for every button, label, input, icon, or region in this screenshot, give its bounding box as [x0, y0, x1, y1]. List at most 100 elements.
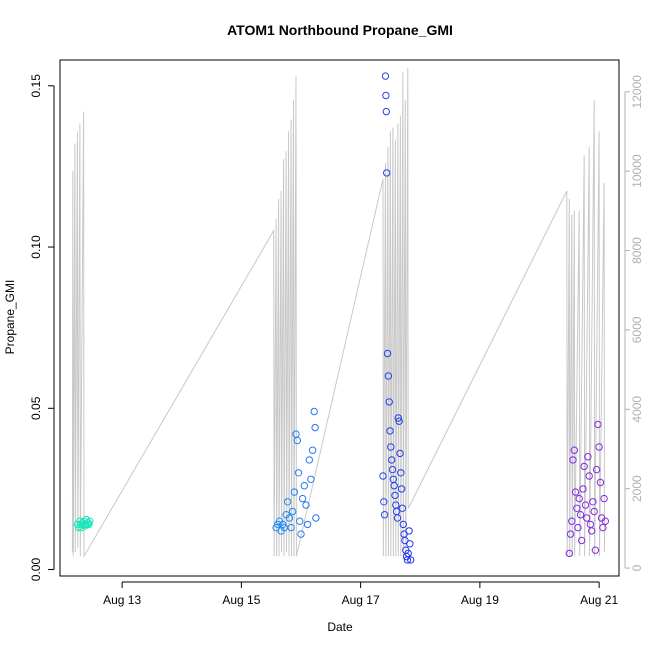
- data-point: [395, 417, 403, 425]
- data-point: [312, 514, 320, 522]
- x-tick-label: Aug 21: [580, 593, 618, 607]
- data-point: [385, 398, 393, 406]
- data-point: [399, 520, 407, 529]
- axes: Aug 13 Aug 15 Aug 17 Aug 19 Aug 21 0.00 0.05 0.…: [29, 59, 644, 607]
- data-point: [380, 498, 388, 506]
- point-series: [73, 72, 609, 564]
- data-point: [393, 514, 402, 522]
- data-point: [397, 469, 405, 477]
- y2-tick-label: 0: [630, 564, 644, 571]
- data-point: [298, 494, 307, 503]
- y-tick-label: 0.00: [29, 558, 43, 582]
- data-point: [601, 517, 609, 525]
- y2-tick-label: 12000: [630, 75, 644, 109]
- data-point: [405, 527, 413, 535]
- data-point: [398, 504, 407, 512]
- data-point: [566, 530, 575, 538]
- data-point: [575, 494, 583, 503]
- y2-tick-label: 4000: [630, 396, 644, 423]
- x-tick-label: Aug 13: [103, 593, 141, 607]
- data-point: [580, 462, 588, 471]
- data-point: [383, 169, 391, 177]
- data-point: [388, 456, 396, 464]
- data-point: [305, 456, 313, 464]
- y-tick-label: 0.05: [29, 396, 43, 420]
- plot-frame: [59, 59, 620, 577]
- data-point: [287, 523, 295, 532]
- data-point: [384, 372, 393, 380]
- y-axis-label: Propane_GMI: [3, 280, 17, 355]
- data-point: [308, 446, 317, 454]
- data-point: [591, 546, 600, 554]
- data-point: [579, 485, 587, 493]
- data-point: [596, 478, 605, 487]
- y2-tick-label: 6000: [630, 316, 644, 343]
- data-point: [568, 517, 576, 525]
- data-point: [382, 107, 390, 116]
- data-point: [381, 72, 390, 80]
- data-point: [574, 523, 582, 532]
- data-point: [588, 527, 596, 535]
- data-point: [307, 475, 315, 483]
- data-point: [382, 91, 390, 100]
- data-point: [294, 469, 303, 477]
- data-point: [390, 482, 398, 490]
- data-point: [284, 498, 292, 506]
- data-point: [401, 536, 409, 545]
- x-axis-label: Date: [327, 620, 353, 634]
- data-point: [379, 472, 387, 480]
- data-point: [407, 556, 415, 564]
- data-point: [380, 511, 389, 519]
- data-point: [585, 472, 593, 480]
- data-point: [404, 549, 412, 558]
- data-point: [599, 523, 607, 532]
- data-point: [391, 491, 399, 500]
- secondary-line-series: [71, 67, 605, 559]
- data-point: [296, 517, 304, 525]
- data-point: [293, 436, 301, 445]
- data-point: [571, 488, 580, 496]
- data-point: [383, 349, 392, 358]
- data-point: [302, 501, 310, 509]
- data-point: [406, 540, 414, 548]
- y2-tick-label: 8000: [630, 237, 644, 264]
- data-point: [303, 520, 312, 529]
- data-point: [311, 423, 319, 432]
- data-point: [590, 507, 598, 516]
- x-tick-label: Aug 17: [342, 593, 380, 607]
- data-point: [583, 514, 591, 522]
- data-point: [394, 414, 402, 422]
- x-tick-label: Aug 15: [222, 593, 260, 607]
- data-point: [86, 517, 94, 525]
- data-point: [289, 507, 297, 516]
- x-tick-label: Aug 19: [461, 593, 499, 607]
- data-point: [584, 453, 592, 461]
- data-point: [581, 501, 590, 509]
- data-point: [300, 482, 308, 490]
- data-point: [578, 536, 586, 545]
- data-point: [386, 427, 394, 435]
- data-point: [310, 407, 318, 416]
- y-tick-label: 0.15: [29, 74, 43, 98]
- data-point: [592, 465, 601, 474]
- data-point: [565, 549, 573, 558]
- data-point: [589, 498, 597, 506]
- data-point: [397, 485, 406, 493]
- data-point: [570, 446, 578, 454]
- y-tick-label: 0.10: [29, 235, 43, 259]
- data-point: [297, 530, 305, 538]
- data-point: [290, 488, 299, 496]
- secondary-series-line: [71, 67, 605, 559]
- data-point: [573, 504, 581, 512]
- y2-tick-label: 2000: [630, 475, 644, 502]
- data-point: [576, 511, 585, 519]
- chart-title: ATOM1 Northbound Propane_GMI: [227, 22, 453, 38]
- data-point: [595, 443, 603, 451]
- data-point: [594, 420, 602, 429]
- data-point: [387, 443, 395, 451]
- data-point: [85, 520, 93, 529]
- data-point: [600, 494, 608, 503]
- data-point: [285, 514, 294, 522]
- data-point: [569, 456, 577, 464]
